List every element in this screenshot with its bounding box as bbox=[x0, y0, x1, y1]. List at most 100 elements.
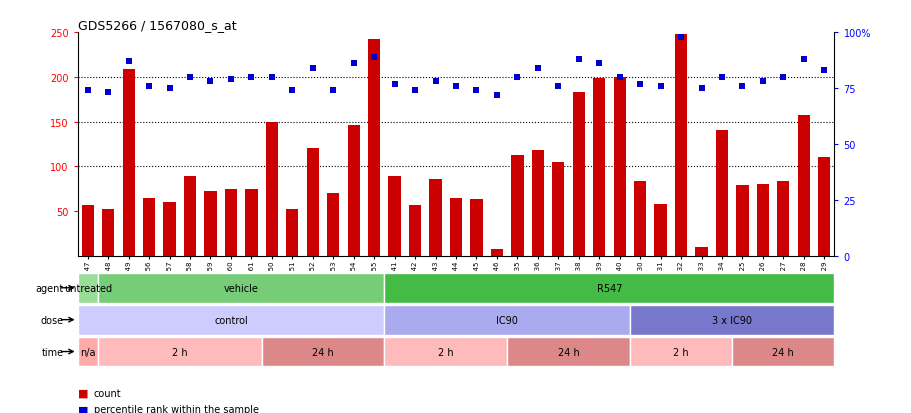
Point bbox=[162, 85, 177, 92]
Bar bbox=[531, 151, 543, 256]
Text: time: time bbox=[42, 347, 64, 357]
Point bbox=[387, 81, 402, 88]
Bar bbox=[592, 78, 605, 256]
Point bbox=[468, 88, 483, 94]
Point bbox=[121, 59, 136, 65]
Bar bbox=[507, 337, 630, 367]
Point bbox=[244, 74, 259, 81]
Bar bbox=[715, 131, 727, 256]
Text: 3 x IC90: 3 x IC90 bbox=[711, 315, 752, 325]
Bar bbox=[572, 93, 584, 256]
Point bbox=[693, 85, 708, 92]
Bar bbox=[384, 305, 630, 335]
Text: 2 h: 2 h bbox=[672, 347, 688, 357]
Text: dose: dose bbox=[41, 315, 64, 325]
Point bbox=[795, 57, 810, 63]
Point bbox=[734, 83, 749, 90]
Point bbox=[550, 83, 565, 90]
Text: vehicle: vehicle bbox=[223, 283, 259, 293]
Bar bbox=[368, 40, 380, 256]
Point bbox=[571, 57, 586, 63]
Point bbox=[182, 74, 197, 81]
Text: 24 h: 24 h bbox=[557, 347, 578, 357]
Text: 2 h: 2 h bbox=[437, 347, 453, 357]
Bar bbox=[470, 200, 482, 256]
Bar bbox=[384, 273, 834, 303]
Point bbox=[448, 83, 463, 90]
Text: ■: ■ bbox=[77, 404, 88, 413]
Point bbox=[305, 65, 320, 72]
Text: R547: R547 bbox=[596, 283, 621, 293]
Point bbox=[632, 81, 647, 88]
Bar bbox=[163, 202, 176, 256]
Bar bbox=[694, 247, 707, 256]
Bar bbox=[122, 70, 135, 256]
Bar bbox=[184, 177, 196, 256]
Point bbox=[264, 74, 279, 81]
Point bbox=[223, 76, 238, 83]
Bar bbox=[286, 210, 298, 256]
Point bbox=[754, 79, 769, 85]
Point bbox=[775, 74, 790, 81]
Bar bbox=[77, 337, 97, 367]
Point bbox=[80, 88, 95, 94]
Text: 24 h: 24 h bbox=[772, 347, 793, 357]
Text: 24 h: 24 h bbox=[312, 347, 333, 357]
Bar bbox=[347, 126, 360, 256]
Bar bbox=[613, 78, 625, 256]
Point bbox=[714, 74, 729, 81]
Bar bbox=[97, 337, 261, 367]
Bar bbox=[77, 305, 384, 335]
Text: n/a: n/a bbox=[80, 347, 96, 357]
Text: count: count bbox=[94, 388, 121, 398]
Bar bbox=[511, 155, 523, 256]
Bar bbox=[449, 198, 462, 256]
Point bbox=[673, 34, 688, 41]
Bar bbox=[630, 337, 732, 367]
Bar bbox=[81, 205, 94, 256]
Bar bbox=[735, 185, 748, 256]
Bar bbox=[817, 158, 830, 256]
Point bbox=[509, 74, 524, 81]
Bar bbox=[261, 337, 384, 367]
Point bbox=[285, 88, 300, 94]
Bar bbox=[490, 249, 503, 256]
Point bbox=[591, 61, 606, 68]
Bar bbox=[102, 210, 114, 256]
Point bbox=[142, 83, 157, 90]
Text: ■: ■ bbox=[77, 388, 88, 398]
Bar bbox=[408, 205, 421, 256]
Text: IC90: IC90 bbox=[496, 315, 517, 325]
Bar bbox=[306, 149, 319, 256]
Bar bbox=[388, 177, 400, 256]
Bar bbox=[797, 116, 809, 256]
Bar bbox=[245, 189, 257, 256]
Bar bbox=[429, 179, 441, 256]
Bar bbox=[225, 189, 237, 256]
Bar bbox=[384, 337, 507, 367]
Text: 2 h: 2 h bbox=[172, 347, 188, 357]
Bar bbox=[654, 204, 666, 256]
Text: GDS5266 / 1567080_s_at: GDS5266 / 1567080_s_at bbox=[77, 19, 236, 32]
Bar bbox=[633, 182, 646, 256]
Point bbox=[816, 68, 831, 74]
Bar bbox=[97, 273, 384, 303]
Text: percentile rank within the sample: percentile rank within the sample bbox=[94, 404, 259, 413]
Text: agent: agent bbox=[36, 283, 64, 293]
Point bbox=[203, 79, 218, 85]
Point bbox=[366, 54, 381, 61]
Point bbox=[489, 92, 504, 99]
Text: control: control bbox=[214, 315, 248, 325]
Point bbox=[428, 79, 443, 85]
Bar bbox=[674, 35, 686, 256]
Point bbox=[611, 74, 626, 81]
Bar bbox=[204, 192, 217, 256]
Bar bbox=[776, 182, 789, 256]
Bar bbox=[327, 194, 339, 256]
Bar bbox=[143, 198, 155, 256]
Point bbox=[325, 88, 340, 94]
Bar bbox=[756, 185, 768, 256]
Bar bbox=[732, 337, 834, 367]
Point bbox=[101, 90, 116, 97]
Bar bbox=[551, 162, 564, 256]
